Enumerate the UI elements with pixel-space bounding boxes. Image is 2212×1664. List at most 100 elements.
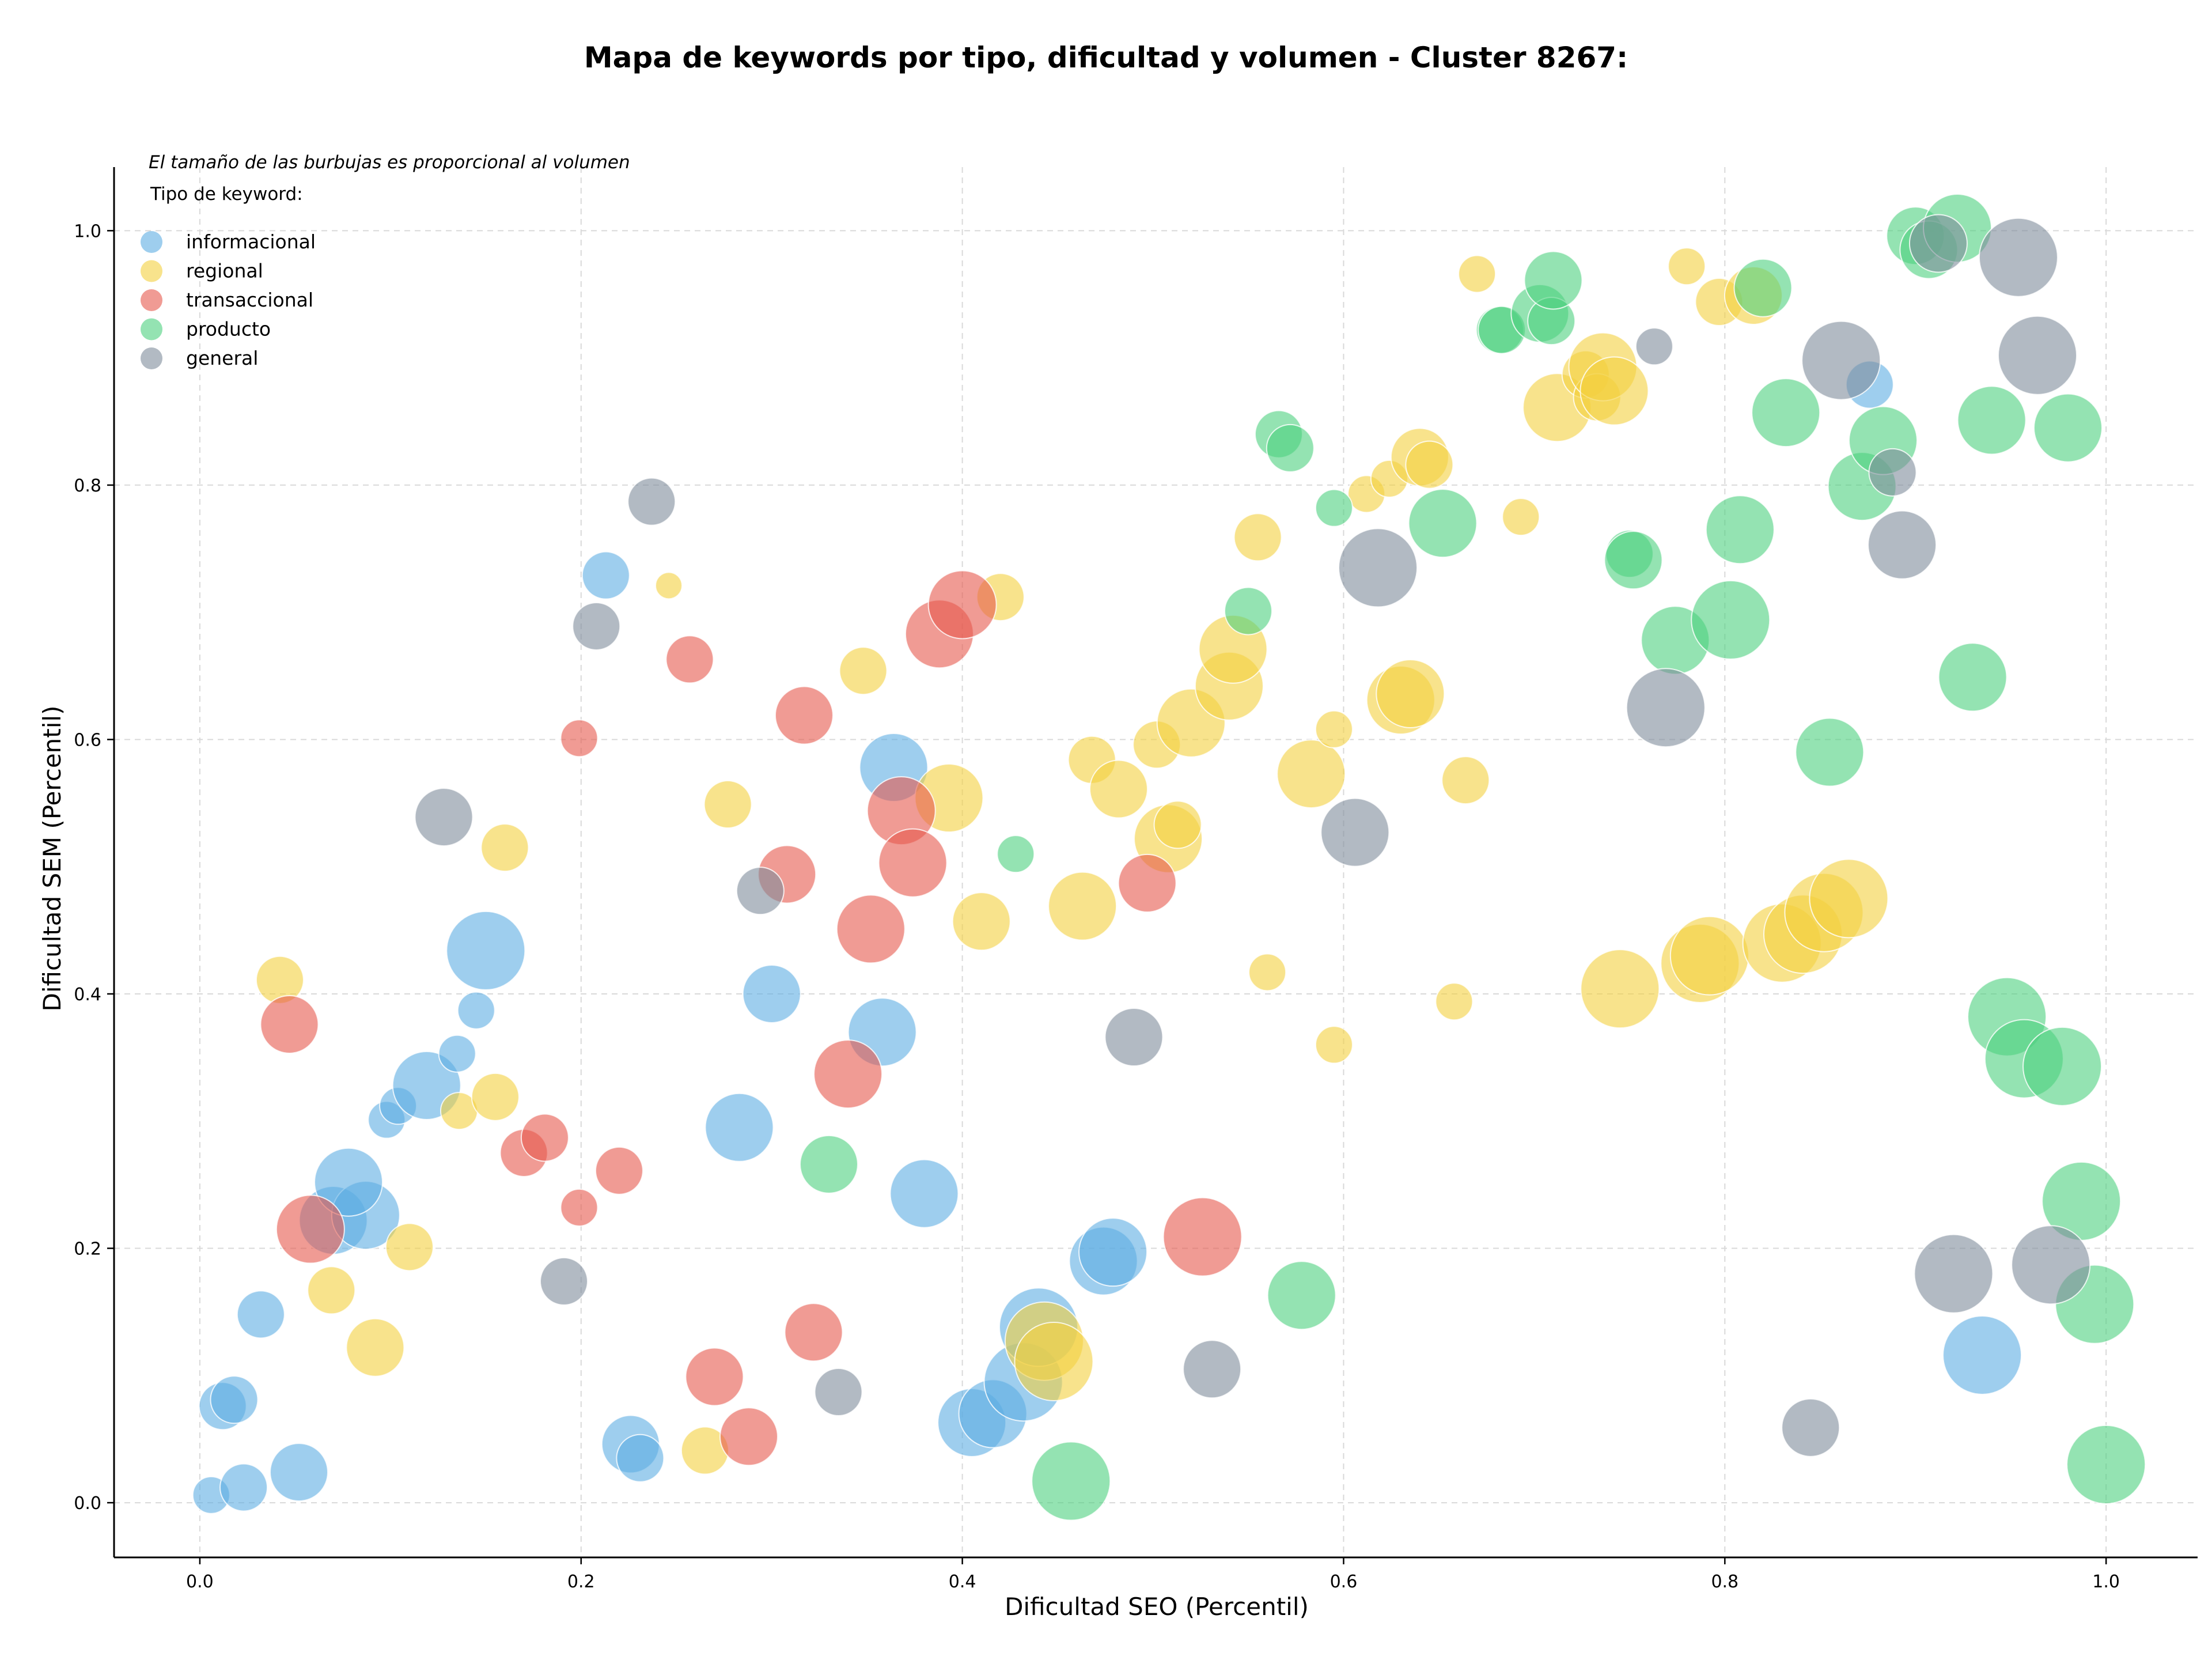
bubble-informacional bbox=[446, 910, 526, 990]
legend-label-producto: producto bbox=[186, 318, 271, 341]
bubble-transaccional bbox=[560, 719, 599, 758]
legend-marker-producto bbox=[141, 318, 162, 341]
bubble-general bbox=[1908, 214, 1968, 273]
bubble-producto bbox=[1604, 531, 1663, 590]
bubble-regional bbox=[1248, 953, 1287, 992]
y-axis-label: Dificultad SEM (Percentil) bbox=[38, 706, 66, 1012]
x-tick-label: 0.8 bbox=[1711, 1572, 1738, 1592]
bubble-regional bbox=[1014, 1322, 1094, 1402]
bubble-general bbox=[414, 788, 474, 847]
bubble-general bbox=[1801, 320, 1881, 400]
bubble-producto bbox=[1031, 1441, 1111, 1521]
bubble-producto bbox=[2033, 393, 2103, 463]
bubble-general bbox=[539, 1257, 588, 1306]
bubble-regional bbox=[1580, 949, 1660, 1029]
bubble-regional bbox=[1048, 871, 1118, 941]
axis-layer: 0.0 0.2 0.4 0.6 0.8 1.0 0.0 0.2 0.4 0.6 0.8 1.0 bbox=[74, 167, 2198, 1592]
bubble-producto bbox=[1705, 495, 1775, 565]
bubble-producto bbox=[1957, 385, 2027, 455]
bubble-producto bbox=[1751, 378, 1821, 448]
legend-title: Tipo de keyword: bbox=[150, 184, 303, 205]
x-tick-label: 0.2 bbox=[567, 1572, 595, 1592]
bubble-regional bbox=[1502, 498, 1540, 536]
bubble-producto bbox=[799, 1134, 858, 1194]
chart-title: Mapa de keywords por tipo, dificultad y … bbox=[584, 41, 1628, 74]
bubble-regional bbox=[1315, 710, 1353, 748]
bubble-producto bbox=[1524, 251, 1583, 310]
bubble-informacional bbox=[1942, 1315, 2022, 1395]
bubble-transaccional bbox=[594, 1146, 643, 1195]
bubble-producto bbox=[1315, 489, 1353, 527]
bubble-general bbox=[1635, 327, 1673, 366]
bubble-producto bbox=[1733, 258, 1793, 317]
bubble-transaccional bbox=[275, 1194, 345, 1264]
x-tick-label: 0.4 bbox=[949, 1572, 976, 1592]
bubble-informacional bbox=[704, 1092, 774, 1162]
bubble-general bbox=[814, 1368, 863, 1417]
y-tick-label: 0.4 bbox=[74, 985, 101, 1005]
bubble-informacional bbox=[1078, 1217, 1148, 1287]
bubble-informacional bbox=[889, 1159, 959, 1228]
bubble-layer bbox=[192, 193, 2146, 1521]
bubble-transaccional bbox=[774, 686, 834, 745]
bubble-regional bbox=[1405, 440, 1454, 489]
bubble-producto bbox=[997, 835, 1035, 873]
bubble-transaccional bbox=[260, 994, 319, 1054]
bubble-producto bbox=[1938, 642, 2008, 712]
bubble-general bbox=[736, 867, 785, 916]
bubble-size-note: El tamaño de las burbujas es proporciona… bbox=[149, 152, 630, 173]
legend-marker-informacional bbox=[141, 231, 162, 253]
y-tick-label: 0.2 bbox=[74, 1239, 101, 1260]
legend-label-general: general bbox=[186, 347, 258, 369]
x-axis-label: Dificultad SEO (Percentil) bbox=[1005, 1593, 1309, 1621]
legend-marker-regional bbox=[141, 260, 162, 282]
bubble-transaccional bbox=[560, 1188, 599, 1227]
bubble-general bbox=[1914, 1234, 1994, 1314]
bubble-producto bbox=[1224, 587, 1272, 636]
bubble-regional bbox=[703, 780, 752, 829]
bubble-regional bbox=[952, 892, 1011, 951]
bubble-regional bbox=[1376, 659, 1445, 728]
bubble-informacional bbox=[269, 1443, 328, 1502]
bubble-transaccional bbox=[813, 1039, 883, 1109]
bubble-regional bbox=[654, 572, 683, 600]
bubble-informacional bbox=[236, 1290, 285, 1339]
bubble-general bbox=[1868, 448, 1917, 497]
bubble-informacional bbox=[210, 1375, 259, 1424]
bubble-informacional bbox=[457, 991, 495, 1030]
bubble-transaccional bbox=[878, 828, 948, 898]
bubble-regional bbox=[1809, 859, 1889, 939]
legend-label-transaccional: transaccional bbox=[186, 289, 313, 311]
grid-layer bbox=[114, 167, 2198, 1557]
bubble-general bbox=[1626, 668, 1706, 748]
bubble-general bbox=[1998, 315, 2078, 395]
bubble-producto bbox=[2022, 1026, 2103, 1106]
bubble-informacional bbox=[219, 1463, 268, 1512]
bubble-general bbox=[627, 477, 676, 526]
bubble-informacional bbox=[581, 551, 630, 600]
x-tick-label: 0.0 bbox=[186, 1572, 214, 1592]
bubble-regional bbox=[1233, 513, 1282, 562]
bubble-general bbox=[1868, 510, 1937, 580]
bubble-transaccional bbox=[784, 1303, 843, 1362]
bubble-informacional bbox=[742, 964, 801, 1023]
y-tick-label: 0.8 bbox=[74, 476, 101, 496]
legend: El tamaño de las burbujas es proporciona… bbox=[141, 152, 630, 369]
bubble-general bbox=[1978, 217, 2058, 297]
bubble-regional bbox=[1435, 982, 1474, 1021]
bubble-regional bbox=[1153, 800, 1202, 849]
bubble-regional bbox=[1277, 739, 1346, 809]
bubble-regional bbox=[480, 823, 529, 872]
bubble-regional bbox=[839, 646, 888, 695]
x-tick-label: 0.6 bbox=[1330, 1572, 1358, 1592]
bubble-general bbox=[1338, 528, 1418, 608]
bubble-producto bbox=[1266, 423, 1315, 472]
bubble-regional bbox=[1089, 759, 1148, 819]
bubble-regional bbox=[471, 1072, 520, 1121]
bubble-transaccional bbox=[665, 635, 714, 684]
y-tick-label: 0.0 bbox=[74, 1493, 101, 1514]
bubble-producto bbox=[2066, 1424, 2146, 1504]
bubble-regional bbox=[346, 1318, 405, 1377]
